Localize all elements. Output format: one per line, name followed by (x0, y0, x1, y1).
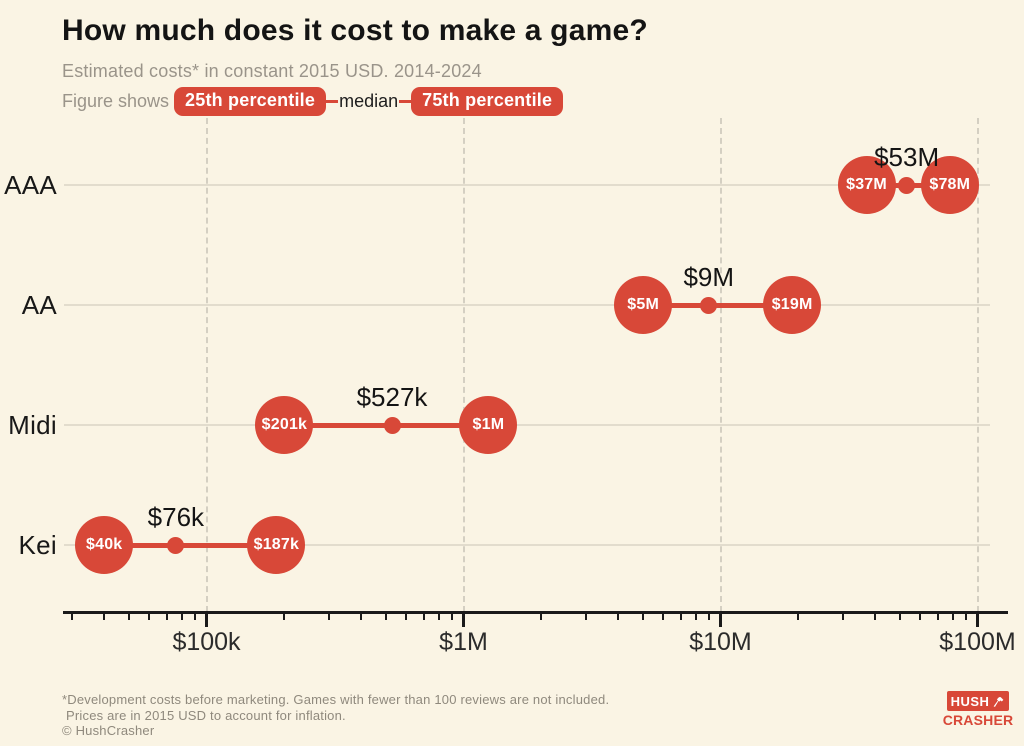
axis-tick-minor (874, 611, 877, 620)
legend-p25-badge: 25th percentile (174, 87, 327, 116)
axis-tick-minor (842, 611, 845, 620)
row-label: Kei (18, 530, 57, 560)
p75-marker: $1M (459, 396, 518, 454)
axis-tick-minor (385, 611, 388, 620)
axis-tick-minor (899, 611, 902, 620)
axis-tick-minor (585, 611, 588, 620)
median-value-label: $76k (147, 502, 205, 532)
axis-tick-minor (128, 611, 131, 620)
footnote-line-2: Prices are in 2015 USD to account for in… (66, 707, 346, 723)
median-value-label: $9M (683, 262, 735, 292)
hammer-icon (994, 696, 1004, 707)
p75-marker: $19M (763, 276, 822, 334)
x-axis-line (63, 611, 1008, 614)
p25-marker: $201k (255, 396, 314, 454)
hushcrasher-logo: HUSH CRASHER (943, 691, 1013, 728)
axis-tick-minor (951, 611, 954, 620)
row-gridline (64, 544, 990, 546)
axis-tick-minor (539, 611, 542, 620)
median-marker (383, 416, 401, 434)
row-gridline (64, 304, 990, 306)
axis-tick-label: $100k (172, 628, 241, 656)
axis-tick-minor (282, 611, 285, 620)
row-label: AA (21, 290, 57, 320)
axis-tick-minor (148, 611, 151, 620)
axis-tick-minor (919, 611, 922, 620)
legend-dash-icon (399, 100, 412, 103)
axis-tick-label: $100M (939, 628, 1016, 656)
chart-title: How much does it cost to make a game? (62, 14, 648, 47)
axis-tick-minor (617, 611, 620, 620)
median-marker (167, 536, 185, 554)
range-connector (643, 302, 793, 308)
axis-tick-minor (936, 611, 939, 620)
row-gridline (64, 424, 990, 426)
footnote-line-1: *Development costs before marketing. Gam… (62, 692, 610, 707)
axis-tick-major (205, 611, 208, 627)
axis-tick-minor (707, 611, 710, 620)
p25-marker: $40k (75, 516, 134, 574)
footnote: *Development costs before marketing. Gam… (62, 692, 609, 739)
axis-tick-minor (662, 611, 665, 620)
row-label: AAA (4, 170, 57, 200)
axis-tick-minor (437, 611, 440, 620)
median-marker (898, 176, 916, 194)
row-label: Midi (8, 410, 57, 440)
axis-tick-minor (694, 611, 697, 620)
axis-tick-major (976, 611, 979, 627)
axis-tick-minor (405, 611, 408, 620)
legend-median-label: median (339, 91, 399, 111)
axis-tick-minor (71, 611, 74, 620)
p75-marker: $187k (247, 516, 306, 574)
row-gridline (64, 184, 990, 186)
axis-tick-minor (679, 611, 682, 620)
axis-tick-major (462, 611, 465, 627)
median-value-label: $53M (874, 142, 940, 172)
gridline-vertical (976, 118, 979, 612)
axis-tick-minor (193, 611, 196, 620)
p75-marker: $78M (920, 156, 979, 214)
axis-tick-minor (450, 611, 453, 620)
legend-dash-icon (326, 100, 339, 103)
gridline-vertical (205, 118, 208, 612)
axis-tick-minor (328, 611, 331, 620)
axis-tick-minor (422, 611, 425, 620)
gridline-vertical (462, 118, 465, 612)
axis-tick-minor (796, 611, 799, 620)
median-value-label: $527k (356, 382, 428, 412)
footnote-credit: © HushCrasher (62, 723, 155, 738)
axis-tick-minor (165, 611, 168, 620)
logo-badge: HUSH (947, 691, 1009, 711)
legend-p75-badge: 75th percentile (411, 87, 564, 116)
axis-tick-label: $10M (689, 628, 752, 656)
p25-marker: $5M (614, 276, 673, 334)
p25-marker: $37M (837, 156, 896, 214)
axis-tick-minor (180, 611, 183, 620)
range-connector (104, 542, 277, 548)
chart-subtitle: Estimated costs* in constant 2015 USD. 2… (62, 61, 482, 81)
axis-tick-minor (964, 611, 967, 620)
legend: Figure shows 25th percentile median 75th… (62, 86, 564, 117)
axis-tick-major (719, 611, 722, 627)
gridline-vertical (719, 118, 722, 612)
axis-tick-minor (360, 611, 363, 620)
logo-crasher-text: CRASHER (942, 712, 1014, 728)
logo-hush-text: HUSH (950, 693, 990, 709)
axis-tick-minor (642, 611, 645, 620)
legend-prefix: Figure shows (62, 91, 170, 111)
axis-tick-minor (103, 611, 106, 620)
axis-tick-label: $1M (439, 628, 488, 656)
median-marker (700, 296, 718, 314)
